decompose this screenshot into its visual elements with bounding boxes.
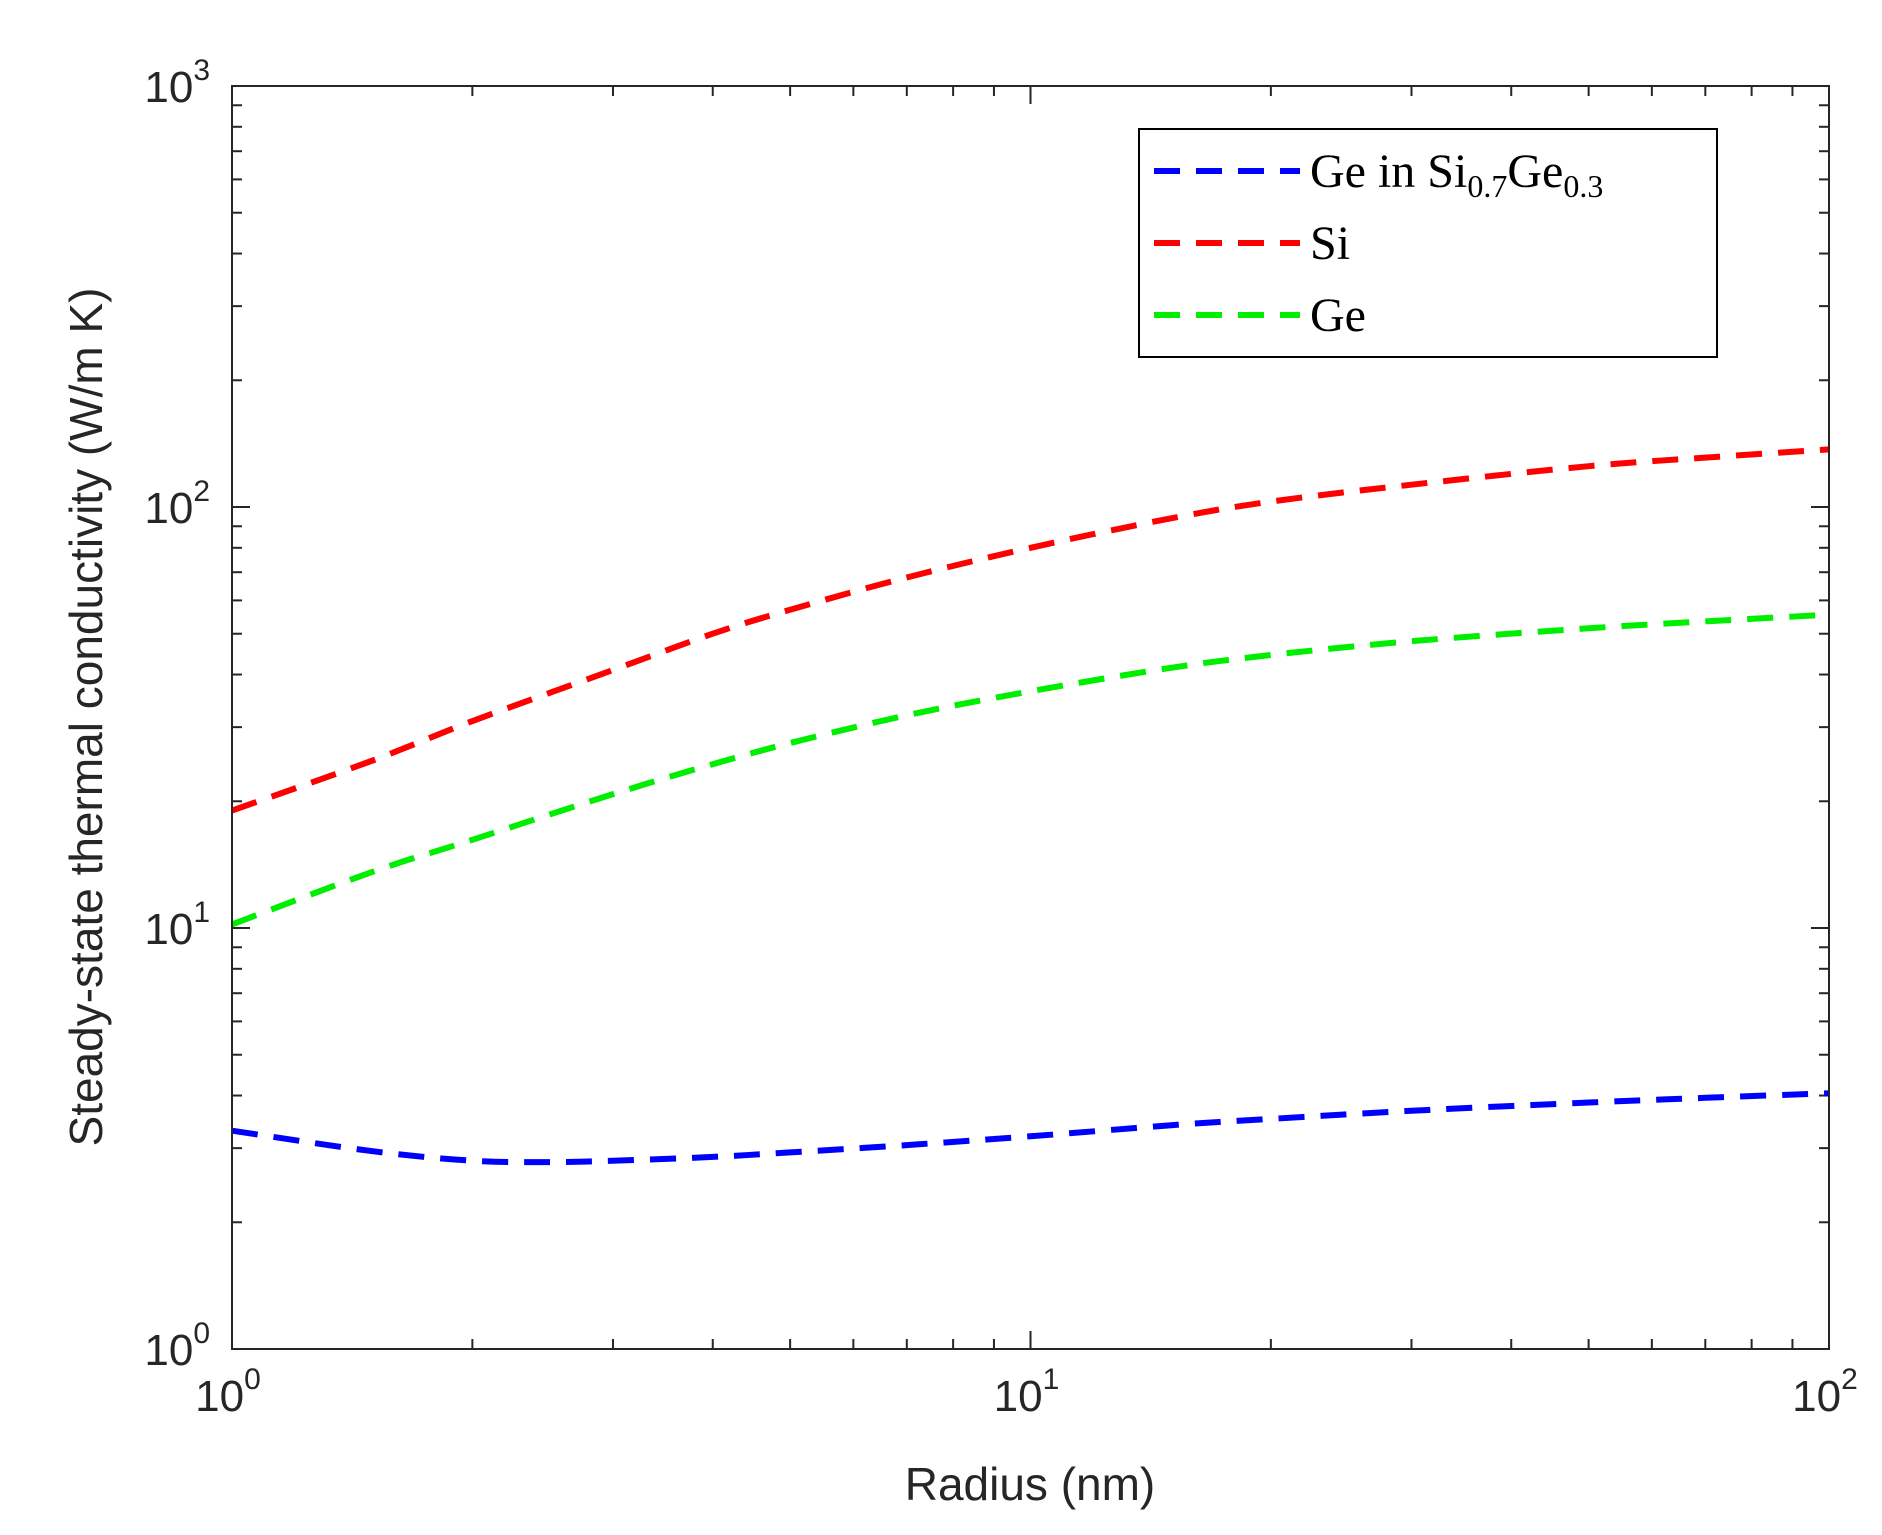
y-tick-label: 101 xyxy=(144,896,210,954)
x-axis-label: Radius (nm) xyxy=(905,1458,1156,1510)
x-tick-label: 100 xyxy=(195,1363,261,1421)
y-tick-label: 102 xyxy=(144,475,210,533)
x-tick-label: 101 xyxy=(994,1363,1060,1421)
x-tick-labels: 100 101 102 xyxy=(195,1363,1858,1421)
y-tick-label: 100 xyxy=(144,1317,210,1375)
legend-label-si: Si xyxy=(1310,217,1350,270)
y-axis-label: Steady-state thermal conductivity (W/m K… xyxy=(60,288,112,1147)
legend-label-ge-in-sige: Ge in Si0.7Ge0.3 xyxy=(1310,145,1603,204)
y-tick-labels: 100 101 102 103 xyxy=(144,54,210,1375)
plot-frame xyxy=(231,85,1830,1350)
series-layer xyxy=(230,446,1830,1166)
series-line-ge-in-si0-7ge0-3 xyxy=(231,1090,1830,1166)
legend: Ge in Si0.7Ge0.3 Si Ge xyxy=(1138,128,1718,358)
legend-box xyxy=(1138,128,1718,358)
y-tick-label: 103 xyxy=(144,54,210,112)
series-line-ge xyxy=(230,611,1830,928)
x-tick-label: 102 xyxy=(1792,1363,1858,1421)
series-line-si xyxy=(230,446,1830,814)
legend-label-ge: Ge xyxy=(1310,289,1366,342)
minor-ticks xyxy=(232,86,1829,1349)
